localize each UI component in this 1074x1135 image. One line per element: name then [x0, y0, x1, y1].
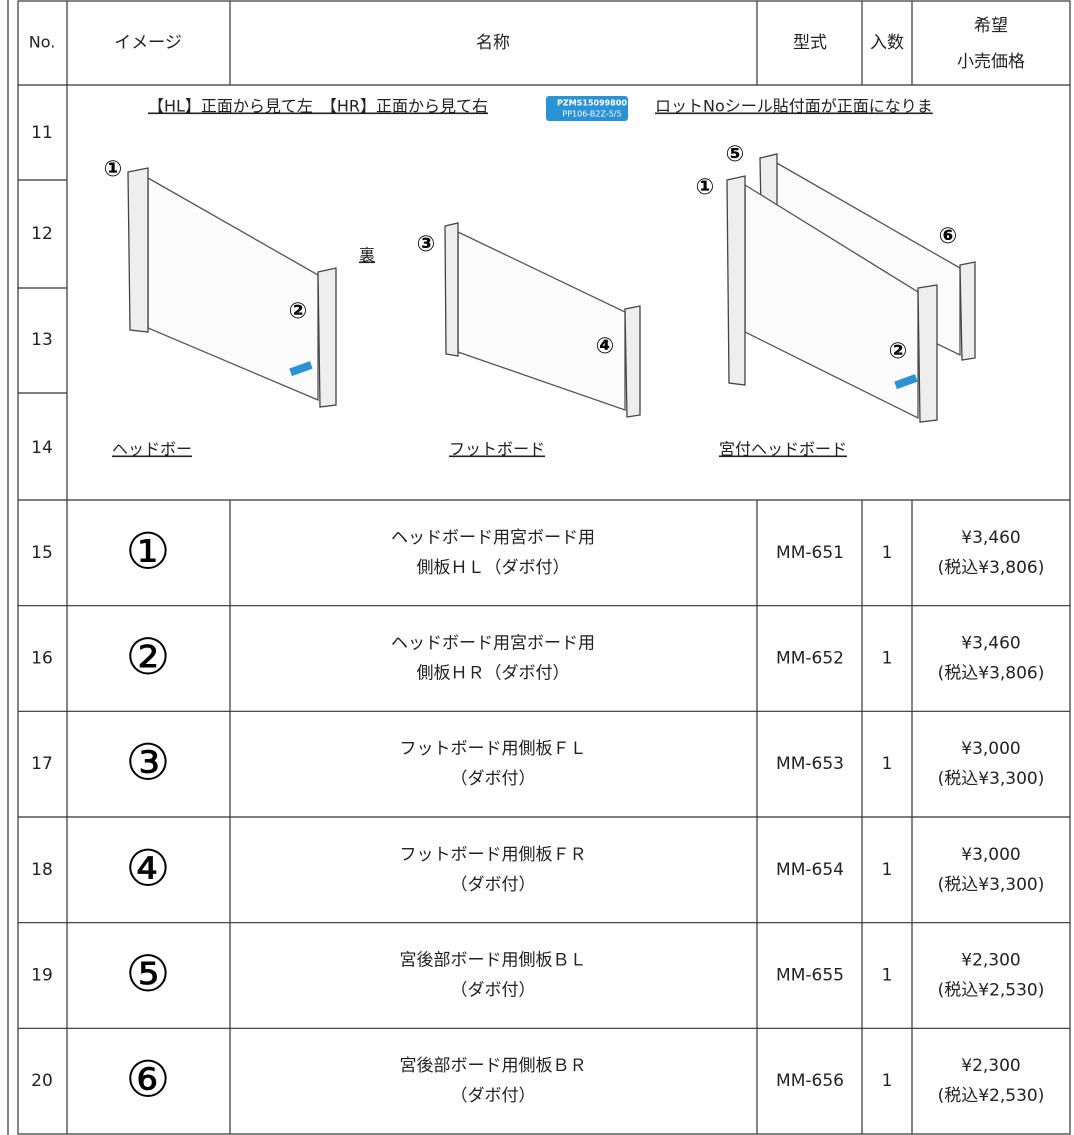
item-price: ¥3,000: [961, 739, 1020, 759]
sticker-code: PZMS15099800: [557, 99, 627, 108]
item-price-tax: (税込¥3,806): [938, 558, 1045, 578]
item-name: ヘッドボード用宮ボード用: [391, 634, 595, 654]
item-model: MM-653: [776, 754, 844, 774]
header-name: 名称: [476, 33, 510, 53]
part-symbol: ⑤: [126, 945, 171, 1003]
item-model: MM-654: [776, 860, 844, 880]
item-name: 宮後部ボード用側板ＢＬ: [400, 951, 587, 971]
item-name: （ダボ付）: [451, 875, 536, 895]
post: [624, 305, 641, 418]
post: [726, 175, 746, 386]
item-model: MM-651: [776, 543, 844, 563]
orientation-note: 【HL】正面から見て左 【HR】正面から見て右: [148, 97, 488, 116]
item-price: ¥3,000: [961, 845, 1020, 865]
header-qty: 入数: [870, 33, 904, 53]
item-model: MM-655: [776, 966, 844, 986]
item-price: ¥2,300: [961, 1056, 1020, 1076]
item-qty: 1: [882, 754, 893, 774]
part-symbol: ⑥: [126, 1051, 171, 1109]
part-label: ①: [696, 175, 715, 200]
item-name: （ダボ付）: [451, 1086, 536, 1106]
header-model: 型式: [793, 33, 827, 53]
part-label: ⑥: [939, 224, 958, 249]
part-symbol: ②: [126, 628, 171, 686]
header-dividers: [66, 1, 913, 85]
post: [444, 222, 459, 357]
item-model: MM-652: [776, 649, 844, 669]
back-label: 裏: [359, 246, 375, 265]
row-no: 18: [31, 860, 53, 880]
part-symbol: ①: [126, 522, 171, 580]
row-no: 19: [31, 966, 53, 986]
item-price: ¥3,460: [961, 528, 1020, 548]
item-qty: 1: [882, 649, 893, 669]
item-name: （ダボ付）: [451, 769, 536, 789]
row-no: 15: [31, 543, 53, 563]
part-label: ②: [289, 299, 308, 324]
header-price: 希望: [974, 16, 1008, 36]
item-qty: 1: [882, 860, 893, 880]
part-label: ⑤: [726, 142, 745, 167]
part-label: ④: [596, 334, 615, 359]
caption: フットボード: [449, 440, 545, 459]
item-price-tax: (税込¥2,530): [938, 1086, 1045, 1106]
header-no: No.: [29, 33, 56, 52]
caption: 宮付ヘッドボード: [719, 440, 847, 459]
sticker: [546, 96, 628, 121]
item-name: フットボード用側板ＦＬ: [400, 739, 587, 759]
panel: [457, 230, 626, 411]
item-price-tax: (税込¥3,300): [938, 875, 1045, 895]
item-name: 側板ＨＲ（ダボ付）: [417, 664, 570, 684]
part-label: ③: [417, 232, 436, 257]
item-qty: 1: [882, 1071, 893, 1091]
part-symbol: ③: [126, 734, 171, 792]
post: [317, 267, 337, 408]
part-symbol: ④: [126, 839, 171, 897]
item-price: ¥3,460: [961, 634, 1020, 654]
sticker-note: ロットNoシール貼付面が正面になりま: [655, 97, 933, 116]
item-name: 宮後部ボード用側板ＢＲ: [400, 1056, 587, 1076]
item-model: MM-656: [776, 1071, 844, 1091]
header-price: 小売価格: [957, 52, 1025, 72]
panel: [147, 176, 319, 401]
item-name: ヘッドボード用宮ボード用: [391, 528, 595, 548]
sticker-mark: [289, 361, 313, 377]
item-name: （ダボ付）: [451, 981, 536, 1001]
header-image: イメージ: [114, 33, 182, 53]
post: [127, 167, 149, 333]
row-no: 12: [31, 224, 53, 244]
part-label: ②: [889, 339, 908, 364]
row-no: 17: [31, 754, 53, 774]
part-label: ①: [104, 157, 123, 182]
item-price-tax: (税込¥3,300): [938, 769, 1045, 789]
post: [959, 261, 976, 361]
item-qty: 1: [882, 543, 893, 563]
post: [917, 284, 938, 423]
row-no: 13: [31, 330, 53, 350]
headboard-drawing: [127, 167, 337, 408]
item-name: フットボード用側板ＦＲ: [400, 845, 587, 865]
footboard-drawing: [444, 222, 641, 418]
caption: ヘッドボー: [112, 440, 192, 459]
headboard-with-shelf-drawing: [726, 153, 976, 423]
row-no: 11: [31, 123, 53, 143]
item-price-tax: (税込¥2,530): [938, 981, 1045, 1001]
row-no: 16: [31, 649, 53, 669]
row-no: 20: [31, 1071, 53, 1091]
table-border: [17, 0, 1071, 1135]
item-price-tax: (税込¥3,806): [938, 664, 1045, 684]
row-no: 14: [31, 438, 53, 458]
sticker-code: PP106-B2Z-5/5: [562, 110, 621, 119]
item-name: 側板ＨＬ（ダボ付）: [417, 558, 570, 578]
sticker-mark: [894, 374, 918, 390]
item-price: ¥2,300: [961, 951, 1020, 971]
item-qty: 1: [882, 966, 893, 986]
